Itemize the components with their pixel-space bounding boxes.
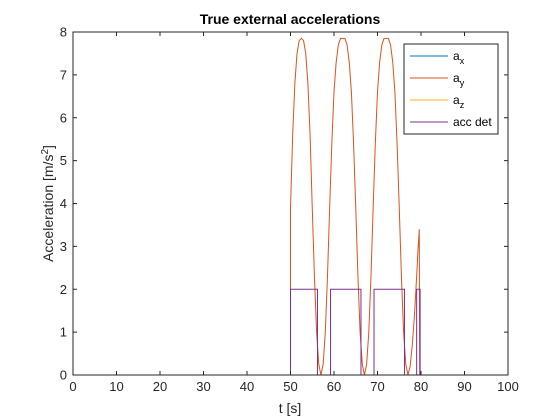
y-tick-label: 7: [60, 67, 67, 82]
x-tick-label: 70: [370, 379, 384, 394]
legend-label: az: [453, 93, 465, 110]
x-tick-label: 100: [497, 379, 519, 394]
y-tick-label: 4: [60, 196, 67, 211]
x-tick-label: 10: [109, 379, 123, 394]
y-tick-label: 8: [60, 25, 67, 40]
legend-label: acc det: [453, 115, 492, 129]
y-tick-label: 6: [60, 110, 67, 125]
y-tick-label: 0: [60, 368, 67, 383]
y-tick-label: 5: [60, 153, 67, 168]
chart-title: True external accelerations: [200, 11, 381, 27]
legend-box: [403, 43, 499, 135]
y-tick-label: 1: [60, 325, 67, 340]
x-tick-label: 30: [196, 379, 210, 394]
legend-label: ax: [453, 49, 465, 66]
legend: ax ay az acc det: [403, 43, 499, 135]
y-axis-label: Acceleration [m/s2]: [40, 145, 56, 262]
y-tick-label: 3: [60, 239, 67, 254]
x-tick-label: 90: [457, 379, 471, 394]
x-axis-label: t [s]: [279, 400, 302, 416]
x-tick-label: 40: [240, 379, 254, 394]
axes: [72, 31, 509, 376]
y-tick-label: 2: [60, 282, 67, 297]
x-tick-label: 20: [153, 379, 167, 394]
x-tick-label: 0: [69, 379, 76, 394]
legend-label: ay: [453, 71, 465, 88]
x-tick-label: 50: [283, 379, 297, 394]
x-tick-label: 60: [327, 379, 341, 394]
x-tick-label: 80: [414, 379, 428, 394]
tick-labels: 0 10 20 30 40 50 60 70 80 90 100 0 1 2 3 4 5 6 7 8: [60, 25, 519, 395]
